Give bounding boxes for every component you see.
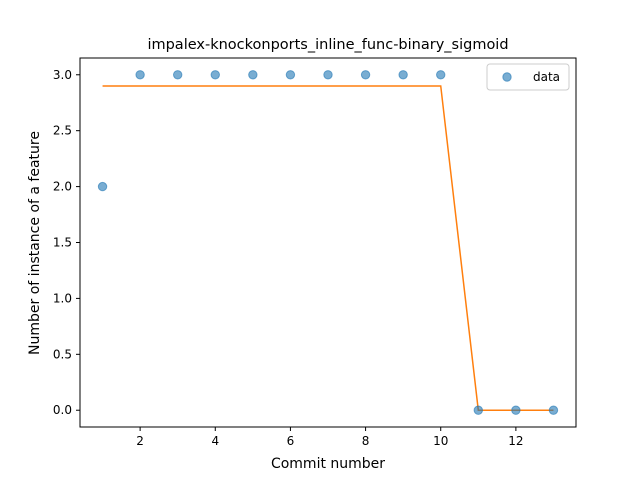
y-tick-label: 0.5 <box>53 347 72 361</box>
y-tick-label: 2.0 <box>53 180 72 194</box>
legend-marker <box>502 72 512 82</box>
data-point <box>135 70 145 80</box>
y-tick-label: 0.0 <box>53 403 72 417</box>
data-point <box>436 70 446 80</box>
y-tick-label: 1.0 <box>53 291 72 305</box>
y-tick-label: 1.5 <box>53 236 72 250</box>
data-point <box>360 70 371 80</box>
fit-line <box>102 85 554 411</box>
data-point <box>511 405 521 415</box>
legend-label: data <box>533 70 560 84</box>
data-point <box>285 70 296 80</box>
x-tick-label: 4 <box>211 434 219 448</box>
data-point <box>473 405 484 415</box>
y-tick-label: 3.0 <box>53 68 72 82</box>
x-tick-label: 12 <box>508 434 523 448</box>
data-point <box>248 70 258 80</box>
data-point <box>548 405 559 415</box>
x-axis-label: Commit number <box>271 456 385 472</box>
y-axis-label: Number of instance of a feature <box>27 131 43 355</box>
data-point <box>210 70 220 80</box>
x-tick-label: 6 <box>287 434 295 448</box>
plot-frame <box>79 57 577 428</box>
data-point <box>398 70 408 80</box>
data-point <box>97 181 108 192</box>
x-tick-label: 10 <box>433 434 448 448</box>
x-tick-label: 8 <box>362 434 370 448</box>
chart-title: impalex-knockonports_inline_func-binary_… <box>147 37 508 53</box>
legend: data <box>486 63 570 91</box>
data-point <box>172 70 183 80</box>
plot-area: 2 4 6 8 10 12 0.0 0.5 1.0 1.5 2.0 2.5 3.0 data <box>53 57 577 448</box>
y-tick-label: 2.5 <box>53 124 72 138</box>
x-tick-label: 2 <box>136 434 144 448</box>
data-point <box>323 70 333 80</box>
legend-box <box>486 63 570 91</box>
